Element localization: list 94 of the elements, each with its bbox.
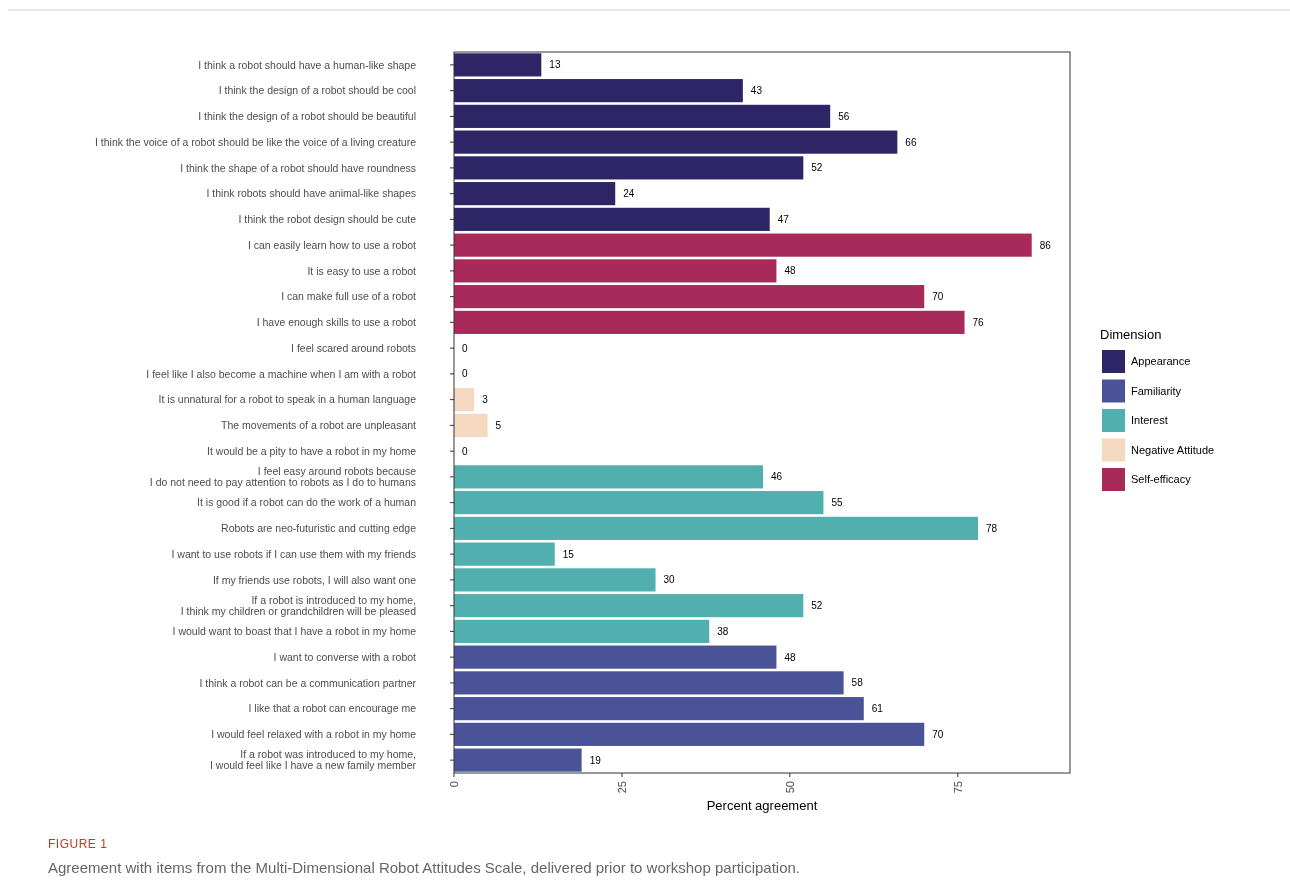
y-tick-label: I think the robot design should be cute — [238, 213, 417, 226]
x-tick-label: 75 — [951, 781, 964, 794]
y-tick-label: I think the voice of a robot should be like the voice of a living creature — [94, 135, 417, 148]
data-label: 15 — [562, 548, 575, 560]
y-tick-label: I think the design of a robot should be cool — [218, 84, 416, 97]
y-tick-label: I can easily learn how to use a robot — [247, 238, 417, 251]
data-label: 13 — [549, 59, 561, 71]
data-label: 30 — [663, 574, 676, 586]
y-tick-label: If a robot was introduced to my home, I would feel like I have a new family member — [209, 748, 417, 772]
data-label: 3 — [482, 394, 489, 406]
x-axis-title: Percent agreement — [706, 798, 818, 813]
y-tick-label: I want to converse with a robot — [273, 650, 417, 663]
bar — [454, 79, 743, 103]
legend-label: Negative Attitude — [1131, 443, 1215, 456]
bar — [454, 748, 582, 772]
bar — [454, 233, 1032, 257]
data-label: 70 — [932, 291, 944, 303]
bar — [454, 542, 555, 566]
bar — [454, 104, 831, 128]
data-label: 38 — [717, 625, 729, 637]
bar — [454, 465, 764, 489]
bar — [454, 413, 488, 437]
bar — [454, 594, 804, 618]
data-label: 76 — [972, 316, 985, 328]
y-tick-label: It is easy to use a robot — [307, 264, 417, 277]
data-label: 0 — [462, 368, 468, 380]
data-label: 52 — [811, 162, 823, 174]
y-tick-label: I would feel relaxed with a robot in my home — [211, 728, 417, 741]
x-tick-label: 25 — [615, 781, 628, 794]
bar — [454, 259, 777, 283]
x-tick-label: 0 — [447, 781, 460, 788]
data-label: 0 — [462, 342, 468, 354]
legend-label: Familiarity — [1131, 384, 1182, 397]
bar — [454, 53, 542, 77]
bar — [454, 722, 925, 746]
y-tick-label: If my friends use robots, I will also want one — [212, 573, 417, 586]
data-label: 56 — [838, 110, 850, 122]
y-tick-label: I have enough skills to use a robot — [256, 316, 417, 329]
bar — [454, 516, 978, 540]
bar — [454, 207, 770, 231]
bar — [454, 388, 475, 412]
y-tick-label: I think the shape of a robot should have roundness — [180, 161, 416, 174]
bar — [454, 310, 965, 334]
bar — [454, 697, 864, 721]
data-label: 19 — [589, 754, 602, 766]
caption: FIGURE 1 — [48, 837, 108, 851]
bar — [454, 285, 925, 309]
data-label: 46 — [771, 471, 783, 483]
bar — [454, 568, 656, 592]
data-label: 47 — [777, 213, 790, 225]
y-tick-label: I think a robot should have a human-like shape — [198, 58, 417, 71]
bar — [454, 130, 898, 154]
y-tick-label: I feel easy around robots because I do not need to pay attention to robots as I do to humans — [149, 465, 417, 489]
data-label: 0 — [462, 445, 468, 457]
data-label: 24 — [623, 188, 635, 200]
y-tick-label: I think a robot can be a communication partner — [199, 676, 417, 689]
x-tick-label: 50 — [783, 781, 796, 794]
text: Agreement with items from the Multi-Dimensional Robot Attitudes Scale, delivered prior to workshop participation. — [48, 859, 801, 876]
y-tick-label: It is good if a robot can do the work of a human — [197, 496, 417, 509]
data-label: 78 — [985, 522, 998, 534]
data-label: 70 — [932, 728, 944, 740]
legend-title: Dimension — [1100, 327, 1162, 342]
data-label: 43 — [750, 85, 763, 97]
legend-label: Interest — [1131, 414, 1168, 427]
data-label: 55 — [831, 497, 844, 509]
data-label: 58 — [851, 677, 864, 689]
bar — [454, 182, 616, 206]
y-tick-label: I think robots should have animal-like shapes — [206, 187, 416, 200]
bar — [454, 645, 777, 669]
bar — [454, 491, 824, 515]
legend-label: Self-efficacy — [1131, 473, 1192, 486]
y-tick-label: It would be a pity to have a robot in my home — [207, 444, 417, 457]
bar — [454, 619, 710, 643]
y-tick-label: If a robot is introduced to my home, I think my children or grandchildren will be pleased — [180, 593, 417, 617]
data-label: 66 — [905, 136, 917, 148]
y-tick-label: I feel scared around robots — [291, 341, 416, 354]
data-label: 61 — [871, 703, 884, 715]
bar — [454, 671, 844, 695]
data-label: 52 — [811, 600, 823, 612]
data-label: 48 — [784, 265, 796, 277]
legend-label: Appearance — [1131, 355, 1191, 368]
data-label: 86 — [1039, 239, 1052, 251]
y-tick-label: I think the design of a robot should be beautiful — [198, 110, 416, 123]
y-tick-label: I feel like I also become a machine when I am with a robot — [146, 367, 417, 380]
y-tick-label: I like that a robot can encourage me — [248, 702, 417, 715]
data-label: 5 — [495, 419, 502, 431]
y-tick-label: I want to use robots if I can use them with my friends — [171, 547, 416, 560]
bar — [454, 156, 804, 180]
data-label: 48 — [784, 651, 796, 663]
y-tick-label: I would want to boast that I have a robot in my home — [172, 625, 417, 638]
y-tick-label: Robots are neo-futuristic and cutting edge — [221, 522, 417, 535]
y-tick-label: It is unnatural for a robot to speak in a human language — [158, 393, 417, 406]
y-tick-label: I can make full use of a robot — [281, 290, 417, 303]
y-tick-label: The movements of a robot are unpleasant — [221, 419, 417, 432]
